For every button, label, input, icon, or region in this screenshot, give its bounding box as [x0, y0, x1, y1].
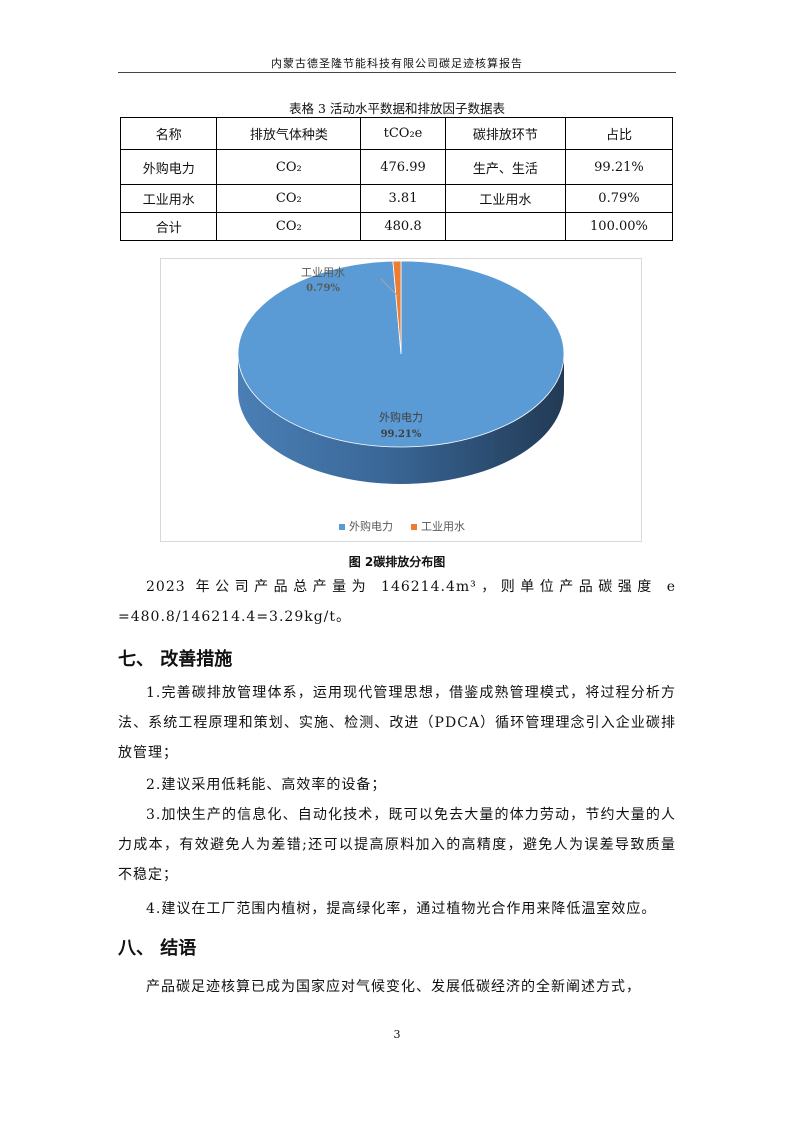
cell: CO₂ — [216, 149, 362, 185]
cell: 480.8 — [360, 212, 446, 241]
cell: 外购电力 — [119, 149, 218, 185]
table-row: 工业用水 CO₂ 3.81 工业用水 0.79% — [119, 184, 674, 213]
label-water-value: 0.79% — [306, 283, 340, 294]
pie-chart: 工业用水 0.79% 外购电力 99.21% 外购电力 工业用水 — [160, 258, 642, 542]
col-header: 占比 — [564, 117, 674, 150]
col-header: 碳排放环节 — [444, 117, 566, 150]
label-power-name: 外购电力 — [379, 410, 423, 424]
cell: CO₂ — [216, 212, 362, 241]
cell: 3.81 — [360, 184, 446, 213]
cell: 99.21% — [564, 149, 674, 185]
page-number: 3 — [393, 1028, 401, 1041]
legend-water: 工业用水 — [421, 520, 465, 533]
list-item: 4.建议在工厂范围内植树，提高绿化率，通过植物光合作用来降低温室效应。 — [146, 901, 657, 917]
paragraph: 2023 年公司产品总产量为 146214.4m³，则单位产品碳强度 e =48… — [118, 579, 676, 625]
list-item: 2.建议采用低耗能、高效率的设备； — [146, 777, 387, 793]
cell: 0.79% — [564, 184, 674, 213]
emission-table: 名称 排放气体种类 tCO₂e 碳排放环节 占比 外购电力 CO₂ 476.99 生产、生活 9… — [119, 117, 674, 241]
pie-side — [238, 354, 564, 484]
label-water-name: 工业用水 — [301, 266, 345, 279]
cell: CO₂ — [216, 184, 362, 213]
cell: 生产、生活 — [444, 149, 566, 185]
legend-power: 外购电力 — [349, 519, 393, 533]
table-caption: 表格 3 活动水平数据和排放因子数据表 — [289, 101, 505, 116]
cell: 100.00% — [564, 212, 674, 241]
table-row: 外购电力 CO₂ 476.99 生产、生活 99.21% — [119, 149, 674, 185]
legend-swatch-power — [339, 524, 345, 530]
legend-swatch-water — [411, 524, 417, 530]
cell: 工业用水 — [444, 184, 566, 213]
col-header: 排放气体种类 — [216, 117, 362, 150]
pie-slice-water — [392, 260, 402, 355]
label-power-value: 99.21% — [381, 429, 422, 440]
list-item: 3.加快生产的信息化、自动化技术，既可以免去大量的体力劳动，节约大量的人力成本，… — [118, 807, 676, 883]
page-header: 内蒙古德圣隆节能科技有限公司碳足迹核算报告 — [271, 57, 523, 70]
paragraph: 产品碳足迹核算已成为国家应对气候变化、发展低碳经济的全新阐述方式， — [146, 979, 641, 995]
header-divider — [118, 72, 676, 73]
figure-caption: 图 2碳排放分布图 — [348, 555, 446, 569]
section-heading: 七、 改善措施 — [118, 649, 233, 670]
cell — [444, 212, 566, 241]
table-row: 合计 CO₂ 480.8 100.00% — [119, 212, 674, 241]
list-item: 1.完善碳排放管理体系，运用现代管理思想，借鉴成熟管理模式，将过程分析方法、系统… — [118, 685, 676, 761]
col-header: tCO₂e — [360, 117, 446, 150]
col-header: 名称 — [119, 117, 218, 150]
cell: 476.99 — [360, 149, 446, 185]
cell: 合计 — [119, 212, 218, 241]
cell: 工业用水 — [119, 184, 218, 213]
leader-line — [380, 278, 399, 297]
section-heading: 八、 结语 — [118, 938, 197, 959]
pie-svg: 工业用水 0.79% 外购电力 99.21% 外购电力 工业用水 — [237, 260, 565, 533]
